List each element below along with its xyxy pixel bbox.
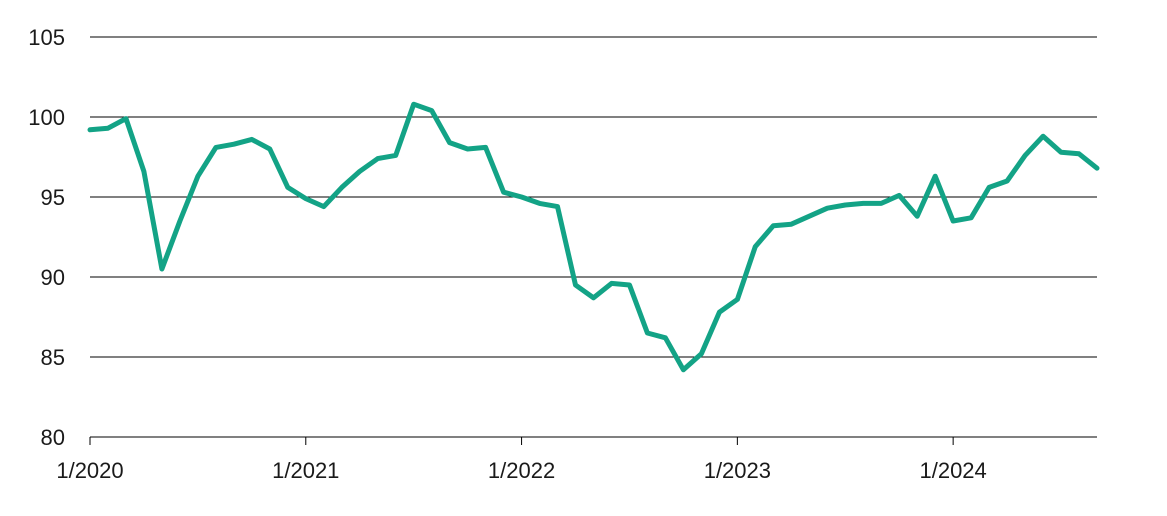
data-point	[988, 186, 990, 188]
data-point	[557, 206, 558, 208]
data-point	[197, 175, 199, 177]
data-point	[539, 202, 541, 204]
data-point	[395, 154, 397, 156]
x-tick-label: 1/2020	[56, 458, 123, 483]
data-point	[521, 196, 523, 198]
data-point	[970, 217, 972, 219]
data-point	[934, 175, 936, 177]
data-point	[718, 311, 720, 313]
data-point	[359, 170, 361, 172]
y-tick-label: 80	[41, 425, 65, 450]
data-point	[233, 143, 235, 145]
data-point	[431, 110, 433, 112]
y-axis-labels: 80 85 90 95 100 105	[28, 25, 65, 450]
data-point	[89, 129, 91, 131]
data-point	[880, 202, 882, 204]
data-point	[790, 223, 792, 225]
data-point	[143, 170, 145, 172]
data-point	[413, 103, 415, 105]
data-point	[485, 146, 487, 148]
data-point	[575, 284, 576, 286]
data-point	[916, 215, 918, 217]
data-point	[611, 282, 612, 284]
data-point	[772, 225, 774, 227]
x-tick-label: 1/2022	[488, 458, 555, 483]
data-point	[754, 246, 756, 248]
data-point	[1006, 180, 1008, 182]
data-point	[1060, 151, 1062, 153]
data-point	[215, 146, 217, 148]
x-tick-label: 1/2023	[704, 458, 771, 483]
data-point	[503, 191, 505, 193]
data-point	[107, 127, 109, 129]
data-point	[862, 202, 864, 204]
data-point	[1078, 153, 1080, 155]
data-point	[646, 332, 648, 334]
series-layer	[87, 101, 1100, 373]
x-tick-label: 1/2021	[272, 458, 339, 483]
y-tick-label: 105	[28, 25, 65, 50]
data-point	[449, 142, 451, 144]
y-tick-label: 90	[41, 265, 65, 290]
data-point	[251, 138, 253, 140]
data-point	[1096, 167, 1098, 169]
data-point	[323, 206, 325, 208]
series-line	[87, 101, 1100, 373]
data-point	[125, 118, 127, 120]
data-point	[1042, 135, 1044, 137]
x-tick-label: 1/2024	[919, 458, 986, 483]
data-point	[269, 148, 271, 150]
data-point	[629, 284, 630, 286]
data-point	[952, 220, 954, 222]
data-point	[179, 220, 181, 222]
data-point	[161, 268, 163, 270]
data-point	[287, 186, 289, 188]
data-point	[898, 194, 900, 196]
data-point	[736, 298, 738, 300]
x-axis-ticks: 1/2020 1/2021 1/2022 1/2023 1/2024	[56, 437, 987, 483]
data-point	[377, 158, 379, 160]
data-point	[682, 369, 684, 371]
data-point	[844, 204, 846, 206]
data-point	[341, 186, 343, 188]
data-point	[808, 215, 810, 217]
data-point	[700, 353, 702, 355]
y-tick-label: 85	[41, 345, 65, 370]
y-tick-label: 100	[28, 105, 65, 130]
data-point	[826, 207, 828, 209]
y-tick-label: 95	[41, 185, 65, 210]
data-point	[467, 148, 469, 150]
gridlines	[90, 36, 1097, 358]
data-point	[593, 297, 594, 299]
data-point	[664, 337, 666, 339]
data-point	[305, 198, 307, 200]
data-point	[1024, 154, 1026, 156]
